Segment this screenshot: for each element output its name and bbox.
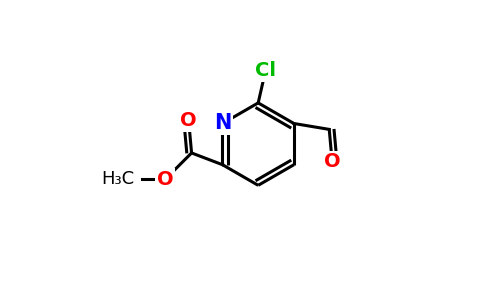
Text: O: O xyxy=(181,111,197,130)
Text: O: O xyxy=(157,170,173,189)
Text: O: O xyxy=(324,152,340,171)
Text: H₃C: H₃C xyxy=(101,170,134,188)
Text: Cl: Cl xyxy=(255,61,276,80)
Text: N: N xyxy=(214,113,231,134)
